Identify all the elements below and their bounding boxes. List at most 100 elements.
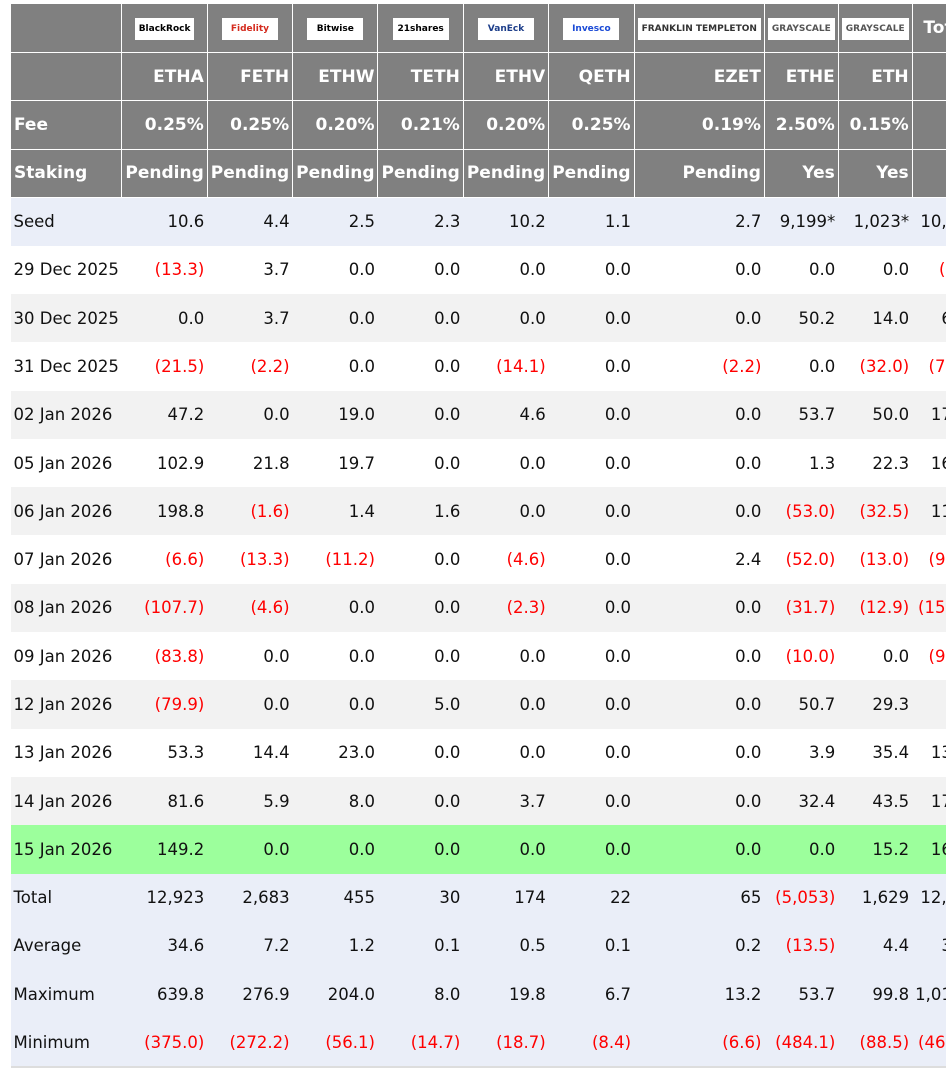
ticker-header[interactable]: ETH bbox=[837, 51, 913, 102]
fee-value: 0.25% bbox=[206, 100, 294, 150]
flow-value: 0.0 bbox=[548, 487, 635, 536]
issuer-logo: VanEck bbox=[478, 18, 535, 40]
staking-value: Pending bbox=[292, 148, 379, 198]
flow-value: 102.9 bbox=[157, 453, 205, 473]
flow-value: 53.7 bbox=[764, 390, 839, 439]
flow-value: 0.0 bbox=[882, 260, 910, 280]
table-row: 31 Dec 2025 (21.5) (2.2) 0.0 0.0 (14.1) 0.0 (2.… bbox=[11, 342, 946, 390]
fee-total-cell bbox=[911, 100, 946, 150]
fee-value: 2.50% bbox=[763, 100, 839, 150]
flow-value: (98.3) bbox=[928, 550, 946, 570]
flow-value: 4.4 bbox=[207, 197, 293, 246]
staking-value: Pending bbox=[206, 148, 294, 198]
flow-value: 53.3 bbox=[167, 743, 205, 763]
flow-value: 50.0 bbox=[838, 390, 913, 439]
flow-value: (10.0) bbox=[785, 646, 836, 666]
flow-value: 0.0 bbox=[121, 293, 208, 343]
flow-value: 0.0 bbox=[604, 260, 632, 280]
fee-value: 0.21% bbox=[377, 100, 464, 150]
flow-value: 30 bbox=[377, 873, 464, 922]
summary-row: Minimum (375.0) (272.2) (56.1) (14.7) (18.7)(… bbox=[10, 1018, 946, 1068]
flow-value: 29.3 bbox=[838, 680, 913, 729]
corner-cell bbox=[9, 3, 123, 53]
fee-value: 0.20% bbox=[292, 100, 379, 150]
flow-value: 0.0 bbox=[548, 776, 635, 826]
row-label: Minimum bbox=[10, 1018, 122, 1068]
flow-value: 0.0 bbox=[434, 260, 461, 280]
ticker-header[interactable]: ETHW bbox=[292, 51, 379, 102]
issuer-logo-cell: BlackRock bbox=[121, 3, 208, 53]
row-label: 30 Dec 2025 bbox=[10, 293, 122, 343]
flow-value: 1.1 bbox=[548, 197, 635, 246]
flow-value: (4.6) bbox=[207, 583, 293, 633]
row-label: 09 Jan 2026 bbox=[13, 646, 113, 666]
flow-value: 10,255 bbox=[912, 197, 946, 246]
flow-value: 13.2 bbox=[634, 970, 765, 1019]
flow-value: 1,018.8 bbox=[912, 970, 946, 1019]
flow-value: 5.1 bbox=[912, 680, 946, 729]
summary-row: Average34.67.21.20.10.50.10.2(13.5)4.434… bbox=[10, 921, 946, 971]
flow-value: 34.6 bbox=[121, 921, 208, 971]
flow-value: (32.5) bbox=[838, 487, 913, 536]
fee-value: 0.20% bbox=[462, 100, 550, 150]
staking-value: Yes bbox=[837, 148, 913, 198]
flow-value: 19.0 bbox=[292, 390, 378, 439]
flow-value: 0.0 bbox=[735, 260, 762, 280]
flow-value: 0.0 bbox=[604, 453, 632, 473]
fee-value: 0.25% bbox=[548, 100, 635, 150]
flow-value: 3.7 bbox=[463, 776, 549, 826]
row-label: 06 Jan 2026 bbox=[10, 487, 122, 536]
issuer-logo: GRAYSCALE bbox=[841, 18, 909, 40]
eth-etf-flows-table: BlackRock Fidelity Bitwise 21shares VanEck In… bbox=[9, 3, 946, 1068]
flow-value: 0.0 bbox=[292, 680, 378, 729]
ticker-header[interactable]: ETHV bbox=[462, 51, 550, 102]
flow-value: (79.9) bbox=[121, 680, 208, 729]
flow-value: 0.0 bbox=[207, 825, 293, 874]
flow-value: 1,023* bbox=[838, 197, 913, 246]
flow-value: 0.0 bbox=[463, 487, 549, 536]
flow-value: (272.2) bbox=[207, 1018, 293, 1068]
flow-value: 0.0 bbox=[634, 293, 765, 343]
flow-value: 3.7 bbox=[207, 293, 293, 343]
flow-value: (13.5) bbox=[764, 921, 839, 971]
ticker-header[interactable]: ETHE bbox=[763, 51, 839, 102]
fee-value: 0.15% bbox=[837, 100, 913, 150]
flow-value: 0.0 bbox=[764, 825, 839, 874]
flow-value: (465.1) bbox=[912, 1018, 946, 1068]
table-row: 06 Jan 2026 198.8 (1.6) 1.4 1.6 0.0 0.0 0.0 (53.… bbox=[10, 487, 946, 536]
flow-value: 50.2 bbox=[764, 293, 839, 343]
flow-value: (2.2) bbox=[250, 356, 290, 376]
flow-value: 0.0 bbox=[377, 825, 464, 874]
ticker-label-cell bbox=[9, 51, 123, 102]
flow-value: (18.7) bbox=[463, 1018, 549, 1068]
flow-value: 0.0 bbox=[519, 453, 546, 473]
flow-value: 0.0 bbox=[634, 390, 765, 439]
issuer-logo-cell: GRAYSCALE bbox=[763, 3, 839, 53]
flow-value: 0.0 bbox=[735, 646, 762, 666]
ticker-header[interactable]: ETHA bbox=[121, 51, 208, 102]
ticker-header[interactable]: QETH bbox=[548, 51, 635, 102]
issuer-logo-cell: FRANKLIN TEMPLETON bbox=[633, 3, 765, 53]
flow-value: 8.0 bbox=[377, 970, 464, 1019]
flow-value: (6.6) bbox=[165, 550, 205, 570]
flow-value: 1.6 bbox=[377, 487, 464, 536]
flow-value: (8.4) bbox=[548, 1018, 635, 1068]
fee-value: 0.25% bbox=[121, 100, 208, 150]
flow-value: 9,199* bbox=[764, 197, 839, 246]
issuer-logo-cell: GRAYSCALE bbox=[837, 3, 913, 53]
flow-value: 0.0 bbox=[634, 825, 765, 874]
flow-value: (14.7) bbox=[377, 1018, 464, 1068]
ticker-header[interactable]: TETH bbox=[377, 51, 464, 102]
flow-value: 0.1 bbox=[377, 921, 464, 971]
flow-value: 99.8 bbox=[838, 970, 913, 1019]
staking-value: Pending bbox=[121, 148, 208, 198]
table-row: 12 Jan 2026 (79.9) 0.0 0.0 5.0 0.0 0.0 0.0 50.7 2… bbox=[10, 680, 946, 729]
ticker-header[interactable]: FETH bbox=[206, 51, 294, 102]
flow-value: (13.3) bbox=[154, 260, 205, 280]
staking-label: Staking bbox=[9, 148, 123, 198]
flow-value: 0.0 bbox=[548, 293, 635, 343]
flow-value: 175.1 bbox=[912, 776, 946, 826]
ticker-header[interactable]: EZET bbox=[633, 51, 765, 102]
flow-value: 0.0 bbox=[207, 680, 293, 729]
flow-value: 0.0 bbox=[377, 776, 464, 826]
